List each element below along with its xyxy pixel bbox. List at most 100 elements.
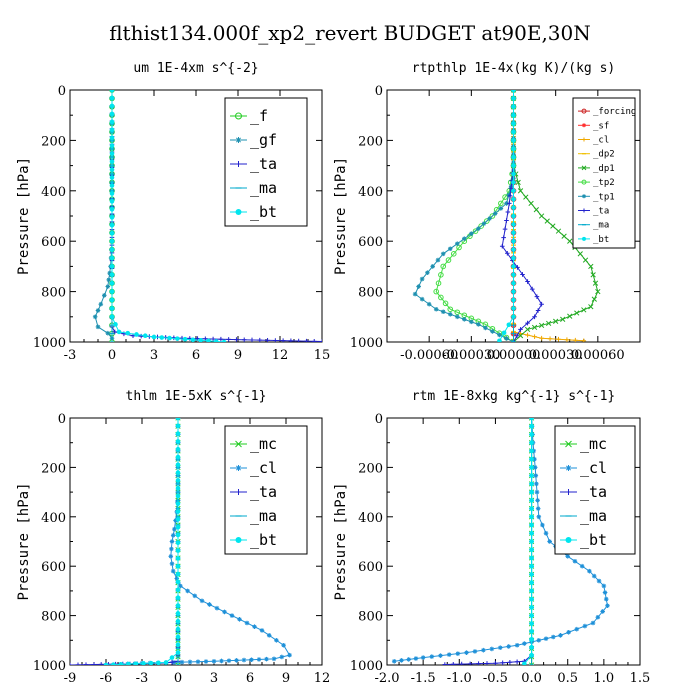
panel-3: thlm 1E-5xK s^{-1} Pressure [hPa] -9 -6 -3 0 3…: [16, 389, 330, 686]
data-point: [511, 138, 516, 143]
legend-marker: [235, 161, 242, 167]
y-tick-label: 1000: [350, 336, 383, 351]
data-point: [529, 580, 534, 585]
data-point: [529, 514, 534, 520]
legend-entry: _f: [230, 107, 268, 125]
x-tick-label: 0: [108, 348, 116, 363]
data-point: [469, 231, 474, 236]
data-point: [419, 296, 425, 302]
data-point: [175, 634, 181, 640]
data-point: [543, 636, 549, 641]
x-tick-label: -2.0: [374, 671, 399, 686]
data-point: [178, 583, 183, 589]
data-point: [175, 478, 181, 483]
data-point: [529, 547, 534, 553]
data-point: [533, 207, 539, 213]
data-point: [175, 603, 181, 608]
legend-entry: _gf: [230, 131, 277, 149]
data-point: [540, 522, 545, 528]
data-point: [109, 191, 115, 196]
data-point: [138, 333, 144, 339]
legend-entry: _bt: [230, 531, 277, 549]
series-line: [111, 90, 225, 342]
data-point: [529, 539, 534, 544]
data-point: [226, 658, 232, 663]
data-point: [109, 264, 115, 269]
data-point: [456, 244, 462, 251]
data-point: [433, 306, 439, 312]
data-point: [435, 257, 441, 263]
data-point: [438, 294, 444, 301]
data-point: [430, 264, 435, 269]
data-point: [229, 613, 235, 618]
series-line: [501, 90, 543, 342]
data-point: [249, 337, 255, 342]
series-line: [70, 418, 179, 665]
data-point: [511, 264, 516, 269]
x-tick-label: 0.0: [521, 671, 542, 686]
y-axis-label: Pressure [hPa]: [16, 157, 32, 275]
data-point: [156, 660, 161, 665]
data-point: [109, 314, 115, 320]
data-point: [450, 662, 456, 665]
data-point: [170, 568, 176, 574]
x-tick-label: 0.00060: [571, 348, 625, 363]
data-point: [511, 272, 516, 278]
data-point: [602, 590, 608, 595]
data-point: [241, 337, 247, 342]
data-point: [399, 658, 404, 663]
data-point: [175, 418, 181, 421]
data-point: [529, 448, 534, 454]
legend-marker: [582, 194, 586, 199]
series-ta: [442, 418, 534, 665]
legend-label: _forcing: [593, 107, 636, 117]
legend-marker: [582, 208, 586, 213]
data-point: [175, 626, 181, 632]
data-point: [454, 314, 460, 320]
y-tick-label: 600: [41, 560, 66, 575]
data-point: [514, 659, 520, 665]
data-point: [438, 272, 444, 278]
data-point: [175, 439, 181, 444]
data-point: [296, 338, 301, 342]
legend-entry: _ta: [560, 483, 607, 501]
data-point: [446, 652, 452, 657]
y-tick-label: 200: [41, 461, 66, 476]
y-tick-label: 0: [375, 412, 383, 427]
figure-suptitle: flthist134.000f_xp2_revert BUDGET at90E,…: [109, 21, 591, 45]
data-point: [179, 659, 185, 665]
data-point: [595, 288, 601, 295]
data-point: [175, 563, 181, 569]
y-tick-label: 1000: [33, 336, 66, 351]
data-point: [226, 337, 231, 342]
x-tick-label: 12: [272, 348, 289, 363]
data-point: [70, 662, 73, 665]
data-point: [574, 310, 580, 316]
data-point: [529, 613, 534, 618]
data-point: [483, 325, 488, 331]
legend-entry: _sf: [578, 121, 609, 131]
x-tick-label: 0: [174, 671, 182, 686]
data-point: [109, 272, 115, 278]
y-tick-label: 200: [358, 461, 383, 476]
data-point: [539, 335, 544, 341]
data-point: [455, 651, 461, 656]
data-point: [175, 650, 181, 655]
y-tick-label: 1000: [350, 659, 383, 674]
data-point: [440, 263, 447, 270]
data-point: [582, 623, 588, 629]
legend-marker: [235, 440, 242, 448]
data-point: [175, 336, 180, 341]
data-point: [241, 657, 247, 663]
data-point: [95, 308, 101, 313]
legend-label: _dp1: [593, 164, 615, 174]
data-point: [507, 659, 513, 665]
panel-4: rtm 1E-8xkg kg^{-1} s^{-1} Pressure [hPa]…: [333, 389, 650, 686]
data-point: [500, 660, 505, 665]
data-point: [109, 151, 115, 156]
data-point: [109, 289, 115, 294]
data-point: [492, 211, 498, 216]
data-point: [167, 335, 172, 341]
data-point: [264, 656, 269, 662]
legend-entry: _mc: [560, 435, 607, 453]
